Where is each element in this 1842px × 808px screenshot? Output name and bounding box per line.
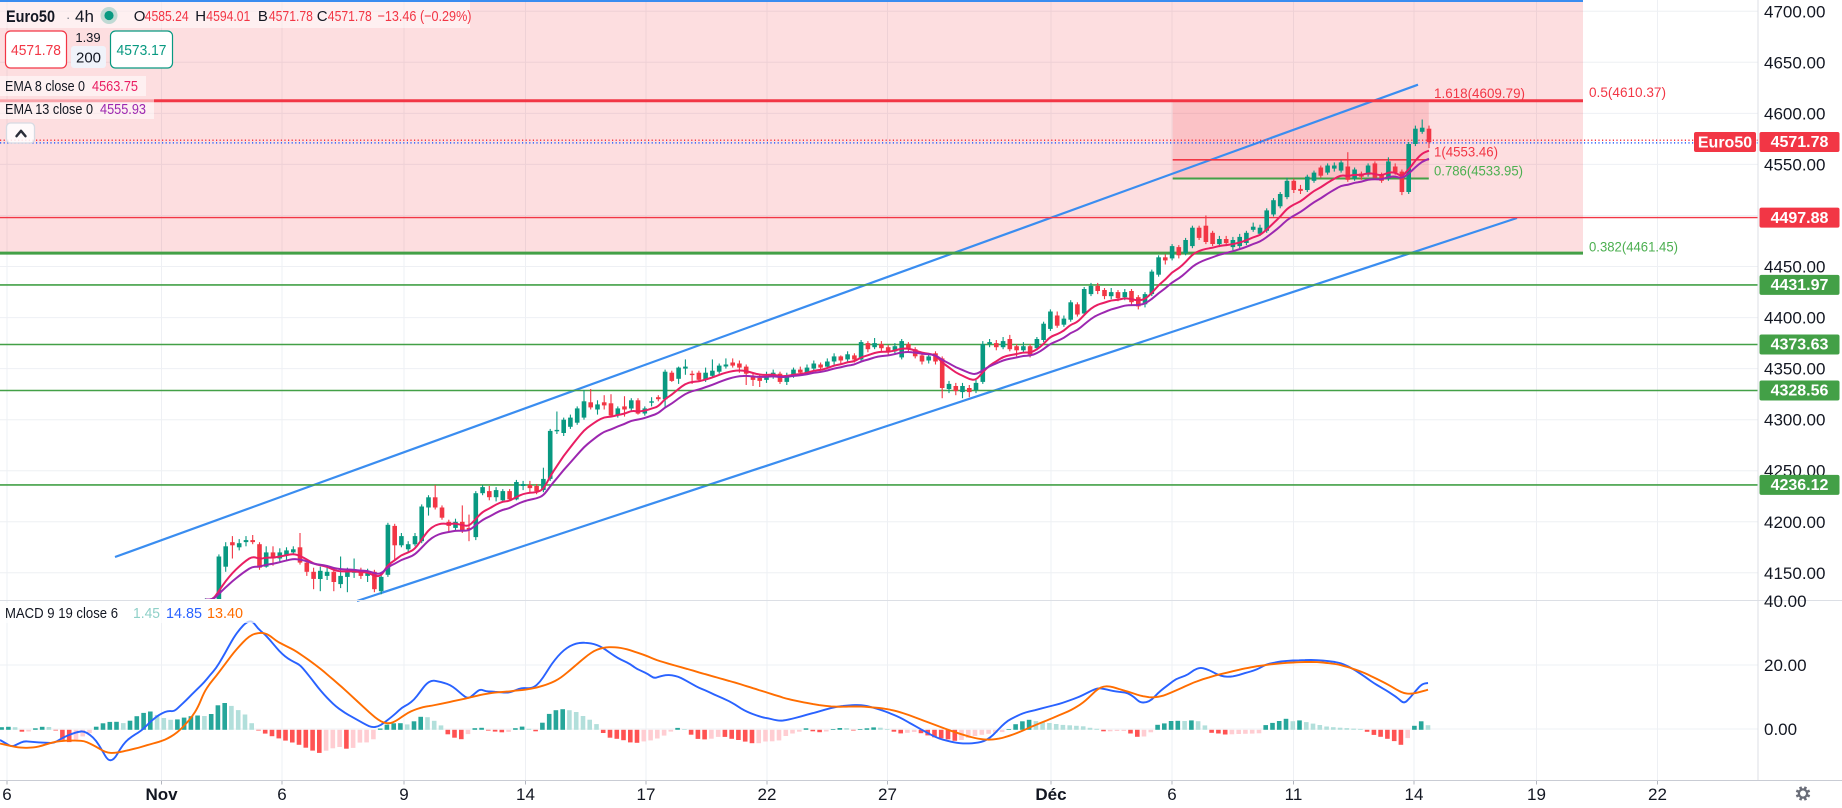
svg-text:4571.78: 4571.78 <box>269 8 313 25</box>
svg-text:4h: 4h <box>75 7 94 26</box>
svg-text:4431.97: 4431.97 <box>1771 277 1829 294</box>
svg-text:EMA 13 close 0: EMA 13 close 0 <box>5 102 93 118</box>
svg-text:−13.46 (−0.29%): −13.46 (−0.29%) <box>378 8 472 25</box>
svg-text:4400.00: 4400.00 <box>1764 309 1825 328</box>
svg-text:4373.63: 4373.63 <box>1771 337 1829 354</box>
svg-text:4571.78: 4571.78 <box>328 8 372 25</box>
svg-text:0.5(4610.37): 0.5(4610.37) <box>1589 85 1666 100</box>
svg-text:22: 22 <box>758 785 777 804</box>
svg-text:6: 6 <box>2 785 11 804</box>
svg-text:Euro50: Euro50 <box>1698 135 1752 152</box>
svg-text:H: H <box>195 8 206 25</box>
svg-text:EMA 8 close 0: EMA 8 close 0 <box>5 79 85 95</box>
svg-text:17: 17 <box>637 785 656 804</box>
svg-text:4150.00: 4150.00 <box>1764 564 1825 583</box>
svg-text:4236.12: 4236.12 <box>1771 477 1829 494</box>
svg-text:C: C <box>317 8 328 25</box>
svg-text:4550.00: 4550.00 <box>1764 155 1825 174</box>
svg-text:4571.78: 4571.78 <box>11 42 61 59</box>
svg-text:4497.88: 4497.88 <box>1771 210 1829 227</box>
svg-text:Euro50: Euro50 <box>6 7 55 26</box>
svg-text:13.40: 13.40 <box>207 606 243 622</box>
svg-text:4594.01: 4594.01 <box>206 8 250 25</box>
svg-text:4573.17: 4573.17 <box>117 42 167 59</box>
svg-text:B: B <box>258 8 268 25</box>
svg-text:4571.78: 4571.78 <box>1771 134 1829 151</box>
svg-text:9: 9 <box>399 785 408 804</box>
svg-text:4650.00: 4650.00 <box>1764 53 1825 72</box>
svg-text:1.618(4609.79): 1.618(4609.79) <box>1434 86 1525 101</box>
svg-text:20.00: 20.00 <box>1764 656 1807 675</box>
svg-text:MACD 9 19 close 6: MACD 9 19 close 6 <box>5 606 118 622</box>
svg-text:4200.00: 4200.00 <box>1764 513 1825 532</box>
svg-text:40.00: 40.00 <box>1764 592 1807 611</box>
svg-text:4350.00: 4350.00 <box>1764 360 1825 379</box>
svg-text:19: 19 <box>1527 785 1546 804</box>
svg-text:4585.24: 4585.24 <box>145 8 189 25</box>
svg-text:0.382(4461.45): 0.382(4461.45) <box>1589 240 1678 255</box>
svg-text:4700.00: 4700.00 <box>1764 2 1825 21</box>
svg-text:Déc: Déc <box>1035 785 1066 804</box>
svg-text:1.39: 1.39 <box>75 30 100 45</box>
svg-text:4600.00: 4600.00 <box>1764 104 1825 123</box>
svg-text:0.786(4533.95): 0.786(4533.95) <box>1434 164 1523 179</box>
svg-text:4450.00: 4450.00 <box>1764 258 1825 277</box>
svg-text:22: 22 <box>1648 785 1667 804</box>
svg-text:200: 200 <box>76 50 101 67</box>
svg-text:0.00: 0.00 <box>1764 720 1797 739</box>
svg-text:4563.75: 4563.75 <box>92 79 138 95</box>
svg-text:14: 14 <box>1405 785 1424 804</box>
svg-text:4555.93: 4555.93 <box>100 102 146 118</box>
svg-text:14.85: 14.85 <box>166 606 202 622</box>
svg-text:4300.00: 4300.00 <box>1764 411 1825 430</box>
svg-text:1.45: 1.45 <box>133 606 160 622</box>
svg-text:27: 27 <box>878 785 897 804</box>
svg-text:4328.56: 4328.56 <box>1771 383 1829 400</box>
svg-text:6: 6 <box>277 785 286 804</box>
svg-text:14: 14 <box>516 785 535 804</box>
svg-text:1(4553.46): 1(4553.46) <box>1434 145 1498 160</box>
svg-text:O: O <box>134 8 146 25</box>
svg-text:Nov: Nov <box>145 785 178 804</box>
svg-text:11: 11 <box>1285 785 1303 804</box>
svg-text:6: 6 <box>1167 785 1176 804</box>
svg-text:·: · <box>66 10 70 25</box>
